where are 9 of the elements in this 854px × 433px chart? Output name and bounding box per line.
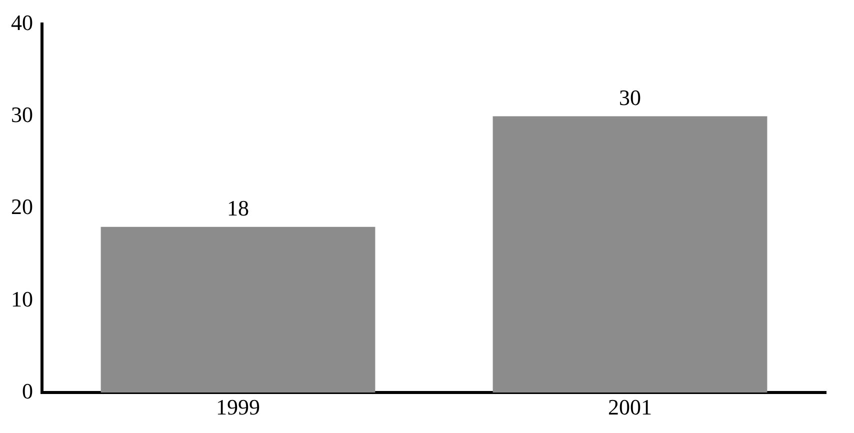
x-tick-label: 2001: [608, 394, 652, 420]
y-tick-label: 0: [22, 378, 33, 404]
data-label: 18: [227, 196, 249, 221]
data-label: 30: [619, 85, 641, 110]
y-tick-label: 20: [11, 194, 33, 220]
x-tick-label: 1999: [216, 394, 260, 420]
y-tick-label: 10: [11, 286, 33, 312]
y-tick-label: 40: [11, 10, 33, 35]
y-tick-label: 30: [11, 102, 33, 128]
